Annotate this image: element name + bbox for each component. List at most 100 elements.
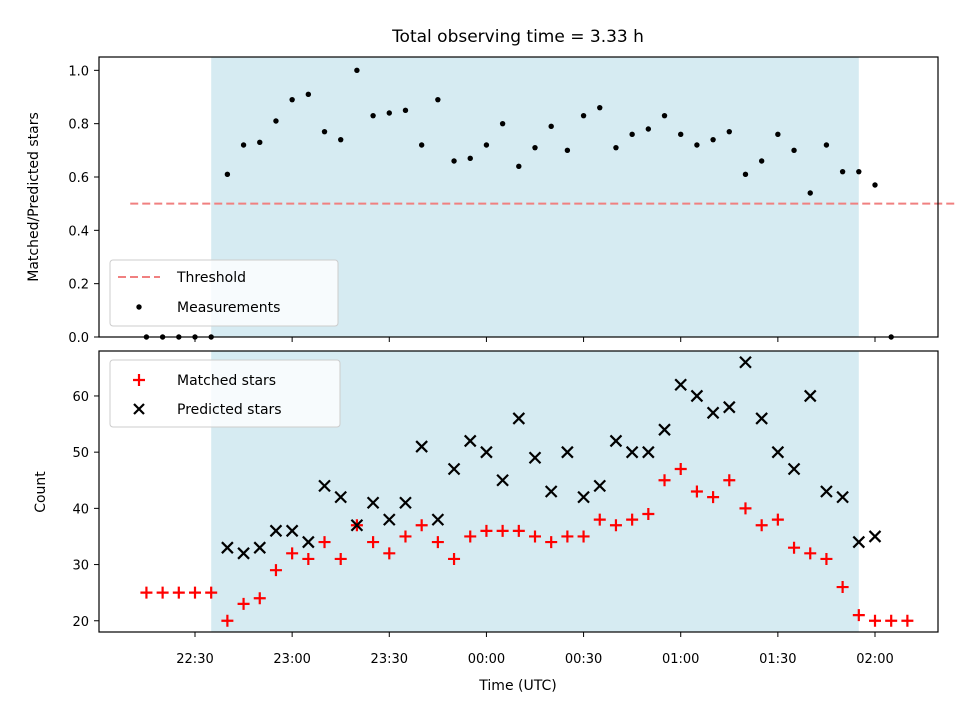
predicted-star-marker [868,530,882,543]
measurement-point [758,158,765,164]
measurement-point [564,147,571,154]
measurement-point [694,142,700,148]
bottom-legend-box [109,359,341,428]
measurement-point [289,96,295,103]
predicted-star-marker [625,445,639,459]
measurement-point [370,112,376,119]
matched-star-marker [869,614,881,627]
predicted-star-marker [787,462,801,476]
measurement-point [467,155,473,162]
matched-star-marker [820,552,833,565]
predicted-star-marker [642,445,655,459]
matched-star-marker [545,536,558,549]
measurement-point [661,112,668,119]
measurement-point [872,182,878,188]
matched-star-marker [707,491,720,504]
measurement-points [143,67,894,340]
matched-star-marker [464,530,477,543]
legend-measurements-swatch [136,304,142,310]
predicted-star-marker [803,389,817,403]
matched-star-marker [674,463,687,476]
matched-star-marker [836,581,849,594]
x-tick-label: 02:00 [856,652,893,667]
top-y-ticks: 0.0 0.2 0.4 0.6 0.8 1.0 [68,64,99,346]
top-axes-frame [98,56,939,338]
bottom-y-tick-label: 60 [72,390,89,405]
measurement-point [418,142,425,148]
matched-star-marker [286,547,299,560]
matched-star-marker [480,524,493,537]
predicted-star-marker [723,400,736,414]
measurement-point [338,136,344,143]
x-tick-label: 23:30 [371,652,408,667]
x-tick-label: 01:30 [759,652,796,667]
predicted-star-marker [221,541,234,554]
predicted-star-marker [496,473,509,487]
matched-star-marker [318,536,331,549]
matched-star-marker [529,530,541,543]
predicted-star-marker [350,518,364,532]
matched-star-marker [189,586,201,599]
matched-star-marker [383,547,396,560]
bottom-x-ticks: 22:30 23:00 23:30 00:00 00:30 01:00 01:30 02:00 [176,632,894,667]
predicted-star-marker [593,479,607,493]
matched-star-marker [302,552,315,565]
bottom-y-tick-label: 40 [72,502,89,517]
x-axis-label: Time (UTC) [478,678,556,694]
top-y-tick-label: 1.0 [68,64,89,79]
count-panel: 20 30 40 50 60 22:30 23:00 23:30 00:00 00:30 01:0… [33,350,939,694]
measurement-point [532,144,538,151]
x-tick-label: 01:00 [662,652,699,667]
bottom-y-tick-label: 30 [72,559,89,574]
predicted-star-marker [528,451,542,465]
measurement-point [305,91,312,98]
predicted-star-marker [674,378,687,391]
top-y-tick-label: 0.2 [68,278,89,293]
measurement-point [240,142,247,148]
predicted-star-marker [480,445,493,459]
measurement-point [678,131,684,138]
predicted-star-marker [285,524,299,538]
matched-star-marker [609,519,622,532]
bottom-legend: Matched stars Predicted stars [109,359,341,428]
predicted-star-marker [577,490,590,504]
predicted-star-marker [253,541,267,554]
measurement-point [321,128,328,135]
measurement-point [580,112,587,119]
predicted-star-marker [852,535,866,549]
matched-star-marker [512,524,525,537]
measurement-point [402,107,409,114]
measurement-point [839,168,846,175]
predicted-star-marker [609,434,623,448]
measurement-point [629,131,635,138]
predicted-star-marker [658,423,671,436]
predicted-star-marker [463,434,477,448]
matched-star-marker [399,530,412,543]
top-y-axis-label: Matched/Predicted stars [26,112,42,282]
predicted-star-marker [739,355,752,369]
measurement-point [483,142,490,148]
x-tick-label: 22:30 [176,652,213,667]
measurement-point [823,142,830,148]
measurement-point [516,163,522,170]
matched-star-marker [172,586,185,599]
count-points [140,355,914,627]
legend-predicted-swatch [133,403,145,415]
matched-star-marker [448,552,461,565]
measurement-point [807,190,813,196]
predicted-star-marker [512,412,526,425]
measurement-point [597,104,603,111]
measurement-point [710,136,716,143]
predicted-star-marker [706,406,720,420]
measurement-point [273,118,279,124]
x-tick-label: 00:00 [468,652,505,667]
matched-star-marker [237,597,250,610]
measurement-point [775,131,781,138]
matched-star-marker [626,513,639,526]
matched-star-marker [415,519,428,532]
matched-star-marker [593,513,606,526]
measurement-point [257,139,263,146]
bottom-y-axis-label: Count [33,471,49,513]
bottom-y-tick-label: 20 [72,615,89,630]
